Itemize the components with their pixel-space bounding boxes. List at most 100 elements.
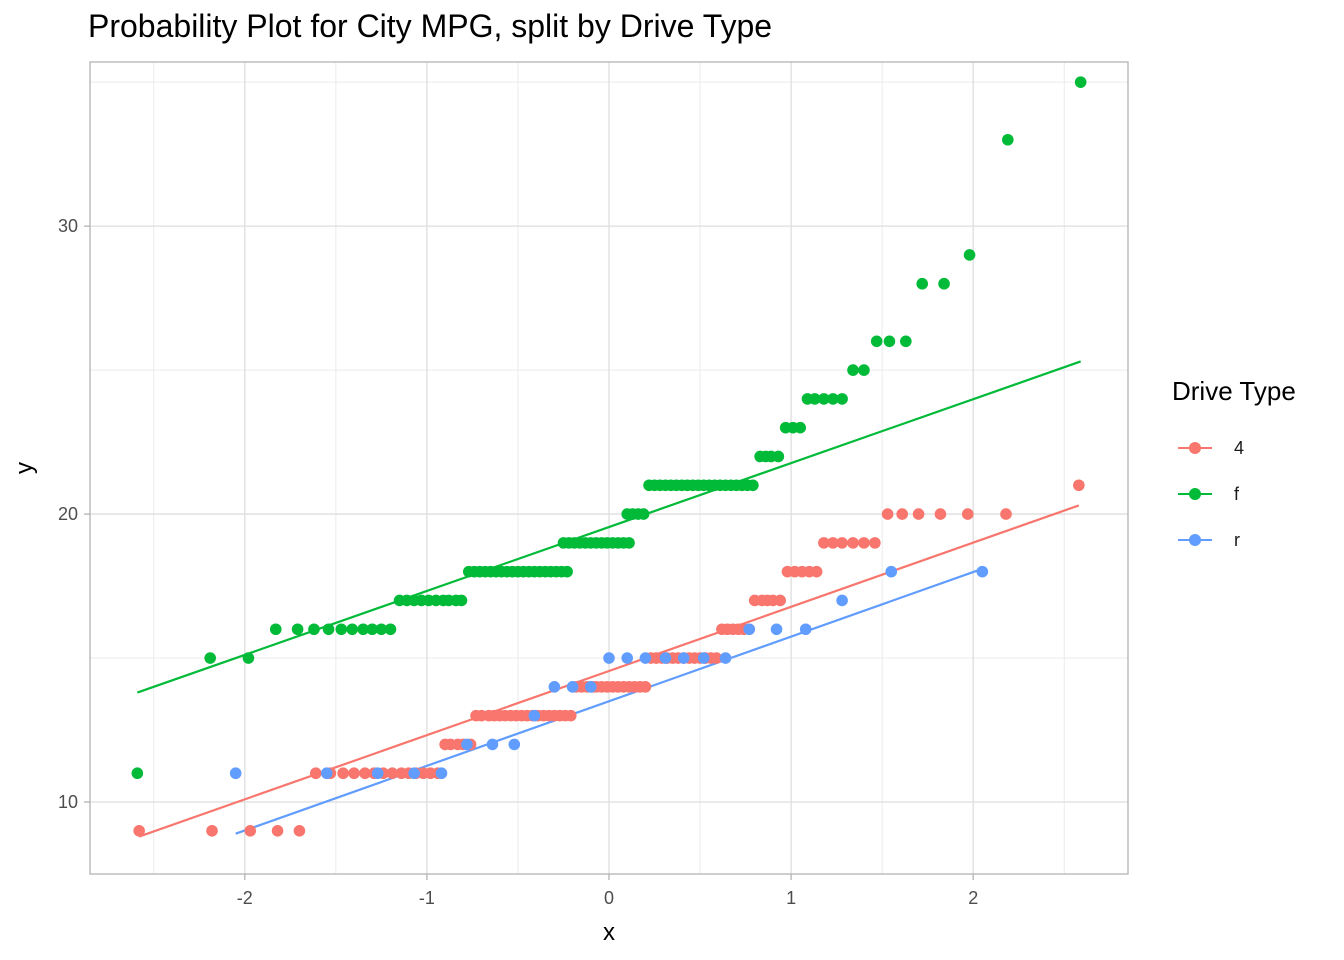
point-f [561,565,573,578]
point-4 [934,508,947,520]
fit-line-r [235,567,983,835]
x-tick-label: 1 [786,888,796,908]
legend-key [1172,484,1218,504]
point-r [743,623,756,636]
point-r [486,738,499,751]
point-r [621,652,634,664]
point-r [548,681,561,693]
point-r [320,767,333,780]
point-f [637,508,650,520]
legend-key [1172,438,1218,458]
x-tick-label: -2 [237,888,253,908]
point-f [808,393,821,405]
x-tick-label: -1 [419,888,435,908]
point-f [291,623,304,636]
point-4 [1000,508,1012,520]
fit-lines [136,360,1082,838]
point-f [900,335,912,348]
legend-label: r [1234,529,1240,550]
legend-key-dot [1189,534,1201,546]
point-f [204,652,216,664]
point-f [883,335,896,348]
point-f [772,450,785,463]
point-r [677,652,690,664]
point-r [885,565,898,578]
point-4 [271,825,284,837]
point-r [976,565,989,578]
legend-key-dot [1189,488,1201,500]
point-f [623,537,635,549]
point-f [375,623,388,636]
point-f [1002,133,1014,146]
y-tick-label: 30 [58,216,78,236]
legend-key [1172,530,1218,550]
point-4 [639,681,652,693]
point-4 [133,825,145,837]
x-tick-label: 2 [968,888,978,908]
point-f [131,767,144,780]
point-f [858,364,870,376]
point-4 [293,825,306,837]
point-f [827,393,839,405]
point-4 [359,767,371,780]
point-f [322,623,335,636]
point-4 [564,709,577,722]
point-r [603,652,615,664]
x-tick-label: 0 [604,888,614,908]
point-4 [348,767,360,780]
data-points [131,76,1087,837]
point-f [870,335,883,348]
point-r [229,767,242,780]
point-f [308,623,320,636]
x-axis-label: x [603,919,615,946]
y-tick-label: 20 [58,504,78,524]
point-f [242,652,255,664]
point-f [794,421,807,434]
point-4 [869,537,881,549]
chart-title: Probability Plot for City MPG, split by … [88,8,773,44]
legend-key-dot [1189,442,1201,454]
point-f [1074,76,1087,88]
point-r [770,623,783,636]
point-4 [961,508,974,520]
legend: Drive Type 4 f r [1172,376,1296,563]
point-r [461,738,473,751]
point-f [836,393,848,405]
point-4 [774,594,786,607]
point-f [366,623,379,636]
point-f [335,623,348,636]
point-4 [810,565,823,578]
point-f [346,623,359,636]
point-4 [310,767,322,780]
point-f [269,623,282,636]
point-4 [912,508,925,520]
y-tick-label: 10 [58,792,78,812]
point-f [747,479,759,492]
point-f [916,277,929,290]
point-4 [386,767,399,780]
point-r [659,652,672,664]
point-4 [1073,479,1085,492]
legend-items: 4 f r [1172,425,1296,563]
point-r [584,681,597,693]
point-4 [896,508,908,520]
point-r [371,767,384,780]
legend-item-4: 4 [1172,425,1296,471]
fit-line-4 [138,504,1080,838]
point-f [455,594,468,607]
point-4 [206,825,218,837]
point-f [818,393,830,405]
point-4 [827,537,839,549]
point-r [719,652,732,664]
point-r [508,738,521,751]
point-r [435,767,448,780]
point-f [357,623,369,636]
point-r [639,652,652,664]
legend-item-r: r [1172,517,1296,563]
point-4 [836,537,848,549]
point-r [566,681,579,693]
point-f [384,623,397,636]
legend-title: Drive Type [1172,376,1296,406]
point-f [963,249,976,261]
